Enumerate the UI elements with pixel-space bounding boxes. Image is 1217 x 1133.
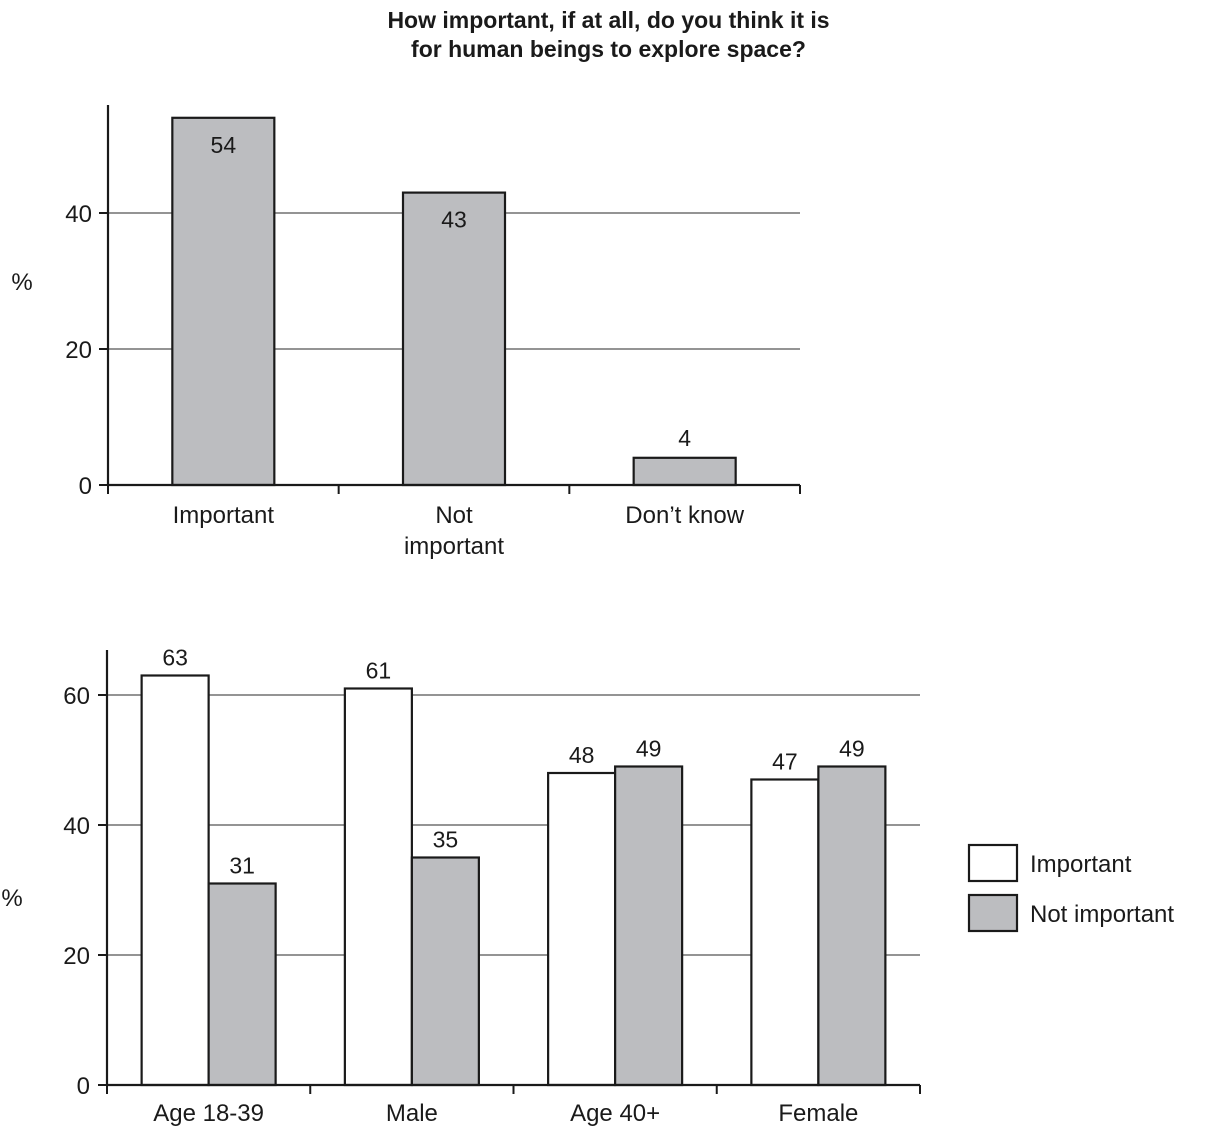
x-tick-label: Age 40+ xyxy=(570,1100,660,1127)
data-label: 43 xyxy=(441,207,467,233)
bar xyxy=(817,765,887,1087)
y-tick-label: 40 xyxy=(63,813,90,840)
data-label: 54 xyxy=(211,132,237,158)
data-label: 49 xyxy=(839,736,865,762)
y-tick-label: 20 xyxy=(65,337,92,364)
data-label: 48 xyxy=(569,742,595,768)
chart-title-line-2: for human beings to explore space? xyxy=(411,36,806,62)
data-label: 49 xyxy=(636,736,662,762)
y-tick-label: 40 xyxy=(65,201,92,228)
legend-label: Not important xyxy=(1030,901,1174,928)
legend-swatch xyxy=(967,893,1019,933)
bar xyxy=(401,191,507,487)
bar xyxy=(750,778,820,1087)
bar xyxy=(547,771,617,1087)
y-tick-label: 0 xyxy=(77,1073,90,1100)
bar xyxy=(343,687,413,1087)
x-tick-label: important xyxy=(404,533,504,560)
y-axis-label: % xyxy=(11,269,32,296)
legend-label: Important xyxy=(1030,851,1132,878)
x-tick-label: Age 18-39 xyxy=(153,1100,264,1127)
chart-title-line-1: How important, if at all, do you think i… xyxy=(387,7,830,33)
data-label: 35 xyxy=(433,827,459,853)
data-label: 61 xyxy=(366,658,392,684)
bar xyxy=(614,765,684,1087)
y-axis-label: % xyxy=(1,885,22,912)
y-tick-label: 0 xyxy=(79,473,92,500)
data-label: 4 xyxy=(678,425,691,451)
bar xyxy=(410,856,480,1087)
x-tick-label: Male xyxy=(386,1100,438,1127)
x-tick-label: Important xyxy=(173,502,275,529)
bar xyxy=(632,456,737,487)
x-tick-label: Female xyxy=(778,1100,858,1127)
bar xyxy=(171,116,276,487)
x-tick-label: Not xyxy=(435,502,473,529)
data-label: 63 xyxy=(162,645,188,671)
bar xyxy=(140,674,210,1087)
chart-title: How important, if at all, do you think i… xyxy=(0,6,1217,64)
data-label: 47 xyxy=(772,749,798,775)
data-label: 31 xyxy=(229,853,255,879)
bar xyxy=(207,882,277,1087)
y-tick-label: 60 xyxy=(63,683,90,710)
legend-swatch xyxy=(967,843,1019,883)
y-tick-label: 20 xyxy=(63,943,90,970)
x-tick-label: Don’t know xyxy=(625,502,744,529)
